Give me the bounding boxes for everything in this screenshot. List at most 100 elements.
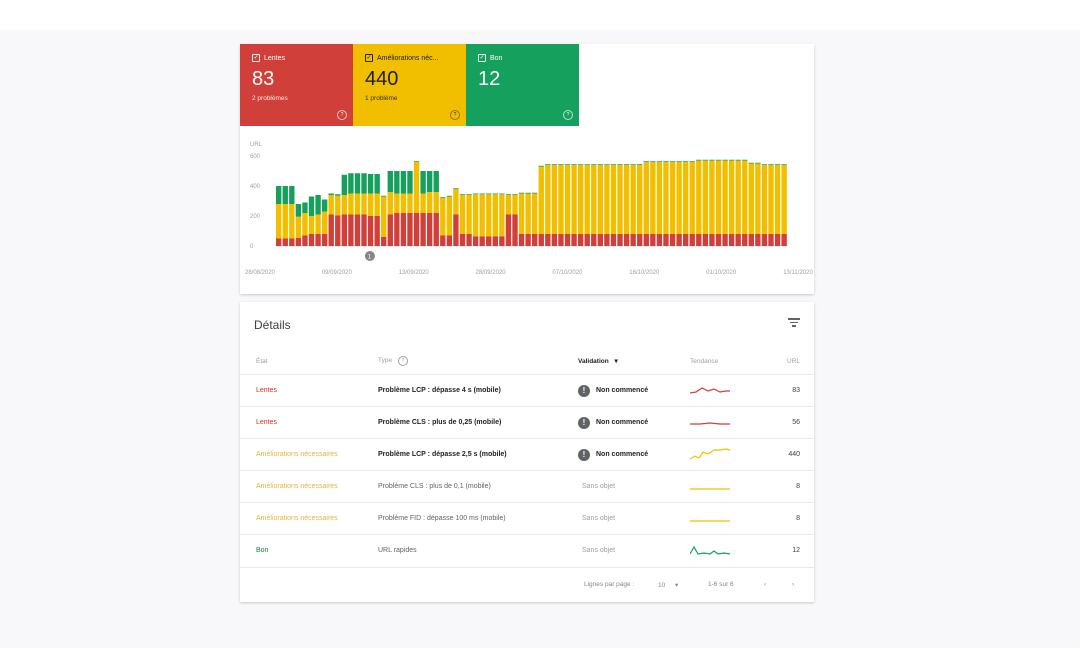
- table-row[interactable]: Lentes Problème CLS : plus de 0,25 (mobil…: [240, 406, 814, 439]
- bar-segment: [742, 234, 748, 246]
- bar-segment: [321, 211, 328, 234]
- bar-segment: [656, 161, 663, 162]
- bar-segment: [381, 196, 387, 237]
- bar-segment: [676, 162, 682, 234]
- table-row[interactable]: Améliorations nécessaires Problème LCP : …: [240, 438, 814, 471]
- prev-page-icon[interactable]: ‹: [764, 581, 767, 588]
- tile-bon[interactable]: ✓ Bon 12 ?: [466, 44, 579, 126]
- rows-per-page-select[interactable]: 10 ▾: [658, 582, 679, 589]
- bar-segment: [289, 186, 295, 204]
- y-axis-label: URL: [250, 142, 263, 148]
- help-icon[interactable]: ?: [563, 110, 573, 120]
- col-validation[interactable]: Validation ▾: [578, 358, 618, 365]
- bar-segment: [394, 171, 400, 194]
- table-row[interactable]: Bon URL rapides Sans objet 12: [240, 534, 814, 566]
- bar-segment: [689, 161, 695, 162]
- bar-segment: [374, 174, 380, 194]
- bar-segment: [768, 165, 774, 234]
- bar-segment: [755, 234, 761, 246]
- bar-segment: [735, 160, 741, 234]
- bar-segment: [663, 234, 669, 246]
- bar-segment: [558, 165, 564, 234]
- help-icon[interactable]: ?: [450, 110, 460, 120]
- tile-ameliorations[interactable]: ✓ Améliorations néc... 440 1 problème ?: [353, 44, 466, 126]
- bar-segment: [276, 186, 282, 204]
- bar-segment: [755, 163, 761, 234]
- annotation-marker[interactable]: [364, 251, 375, 261]
- bar-segment: [479, 236, 485, 246]
- help-icon[interactable]: ?: [337, 110, 347, 120]
- cell-tendance: [690, 470, 766, 503]
- tile-lentes[interactable]: ✓ Lentes 83 2 problèmes ?: [240, 44, 353, 126]
- bar-segment: [361, 214, 367, 246]
- bar-segment: [682, 161, 689, 162]
- col-type[interactable]: Type ?: [378, 348, 578, 375]
- next-page-icon[interactable]: ›: [792, 581, 795, 588]
- bar-segment: [505, 195, 512, 215]
- table-row[interactable]: Lentes Problème LCP : dépasse 4 s (mobile…: [240, 374, 814, 407]
- bar-segment: [512, 194, 518, 195]
- validation-status: Sans objet: [582, 515, 616, 522]
- cell-url: 8: [766, 470, 814, 503]
- validation-status: Sans objet: [582, 547, 616, 554]
- bar-segment: [446, 196, 453, 236]
- bar-segment: [781, 164, 787, 165]
- chevron-down-icon: ▾: [675, 582, 679, 589]
- validation-status: Non commencé: [596, 451, 649, 458]
- bar-segment: [742, 160, 748, 234]
- bar-segment: [532, 234, 538, 246]
- tile-label: Bon: [490, 54, 503, 62]
- rows-per-page-label: Lignes par page :: [584, 581, 635, 588]
- table-row[interactable]: Améliorations nécessaires Problème CLS : …: [240, 470, 814, 503]
- bar-segment: [722, 234, 728, 246]
- bar-segment: [289, 204, 295, 239]
- bar-segment: [774, 165, 781, 234]
- bar-segment: [781, 234, 787, 246]
- tile-label: Lentes: [264, 54, 286, 62]
- bar-segment: [584, 234, 590, 246]
- bar-segment: [761, 165, 768, 234]
- bar-segment: [617, 234, 623, 246]
- bar-segment: [486, 236, 492, 246]
- bar-segment: [571, 234, 577, 246]
- bar-segment: [335, 215, 341, 246]
- bar-segment: [499, 194, 505, 237]
- bar-segment: [282, 238, 288, 246]
- bar-segment: [446, 235, 453, 246]
- bar-segment: [492, 236, 498, 246]
- bar-segment: [466, 234, 472, 246]
- filter-icon[interactable]: [788, 318, 800, 329]
- table-row[interactable]: Améliorations nécessaires Problème FID : …: [240, 502, 814, 535]
- cell-type: Problème LCP : dépasse 4 s (mobile): [378, 374, 578, 407]
- bar-segment: [354, 214, 361, 246]
- x-tick-label: 13/09/2020: [399, 270, 430, 276]
- bar-segment: [374, 216, 380, 246]
- bar-segment: [669, 234, 676, 246]
- bar-segment: [551, 165, 558, 234]
- x-tick-label: 07/10/2020: [552, 270, 583, 276]
- bar-segment: [381, 195, 387, 197]
- overview-card: ✓ Lentes 83 2 problèmes ? ✓ Améliorations …: [240, 44, 814, 294]
- bar-segment: [643, 162, 649, 234]
- bar-segment: [617, 164, 623, 165]
- col-url[interactable]: URL: [786, 357, 800, 365]
- alert-icon: !: [578, 416, 590, 429]
- bar-segment: [702, 234, 709, 246]
- col-etat[interactable]: État: [256, 357, 268, 365]
- bar-segment: [623, 165, 630, 234]
- bar-segment: [610, 164, 617, 165]
- cell-type: Problème CLS : plus de 0,1 (mobile): [378, 470, 578, 503]
- bar-segment: [748, 163, 754, 234]
- cell-url: 56: [766, 406, 814, 439]
- cell-tendance: [689, 534, 766, 566]
- details-title: Détails: [254, 318, 291, 332]
- bar-segment: [426, 192, 433, 213]
- bar-segment: [728, 160, 735, 234]
- bar-segment: [361, 193, 367, 215]
- bar-segment: [361, 173, 367, 194]
- bar-segment: [354, 193, 361, 215]
- bar-segment: [656, 162, 663, 234]
- x-tick-label: 28/08/2020: [245, 270, 276, 276]
- help-icon[interactable]: ?: [397, 356, 408, 366]
- bar-segment: [420, 193, 426, 213]
